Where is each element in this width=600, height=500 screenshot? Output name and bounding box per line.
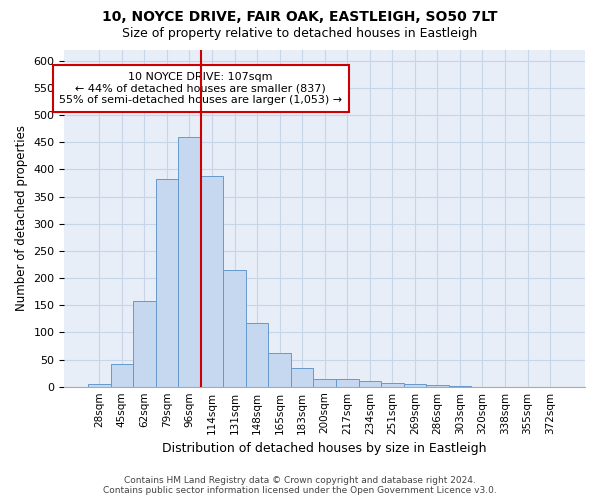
Bar bbox=[336, 379, 359, 386]
Bar bbox=[359, 382, 381, 386]
Bar bbox=[246, 322, 268, 386]
Bar bbox=[110, 364, 133, 386]
Y-axis label: Number of detached properties: Number of detached properties bbox=[15, 126, 28, 312]
Text: 10, NOYCE DRIVE, FAIR OAK, EASTLEIGH, SO50 7LT: 10, NOYCE DRIVE, FAIR OAK, EASTLEIGH, SO… bbox=[102, 10, 498, 24]
Bar bbox=[291, 368, 313, 386]
Bar bbox=[133, 301, 155, 386]
Bar bbox=[223, 270, 246, 386]
Bar bbox=[201, 176, 223, 386]
Bar bbox=[178, 137, 201, 386]
Text: Size of property relative to detached houses in Eastleigh: Size of property relative to detached ho… bbox=[122, 28, 478, 40]
Bar bbox=[426, 385, 449, 386]
Text: 10 NOYCE DRIVE: 107sqm
← 44% of detached houses are smaller (837)
55% of semi-de: 10 NOYCE DRIVE: 107sqm ← 44% of detached… bbox=[59, 72, 343, 105]
Bar bbox=[313, 379, 336, 386]
Text: Contains HM Land Registry data © Crown copyright and database right 2024.
Contai: Contains HM Land Registry data © Crown c… bbox=[103, 476, 497, 495]
X-axis label: Distribution of detached houses by size in Eastleigh: Distribution of detached houses by size … bbox=[163, 442, 487, 455]
Bar bbox=[381, 383, 404, 386]
Bar bbox=[268, 353, 291, 386]
Bar bbox=[155, 178, 178, 386]
Bar bbox=[404, 384, 426, 386]
Bar bbox=[88, 384, 110, 386]
